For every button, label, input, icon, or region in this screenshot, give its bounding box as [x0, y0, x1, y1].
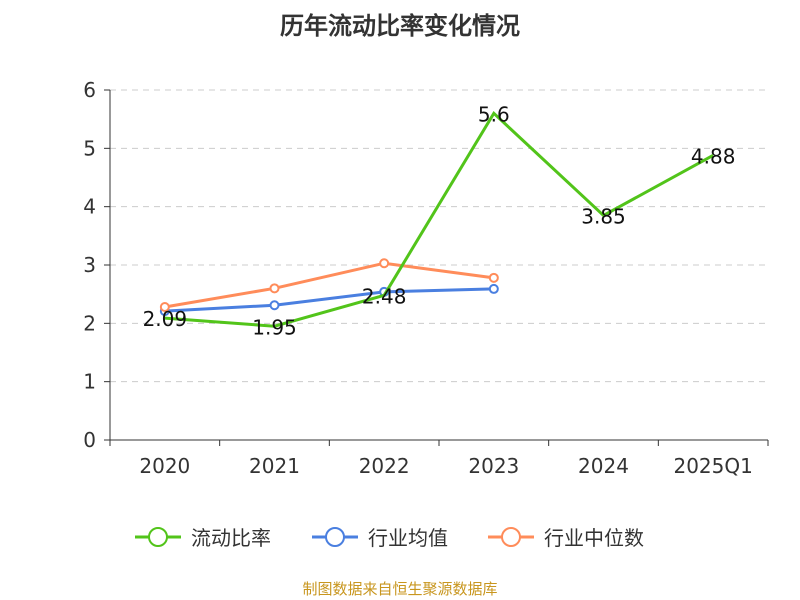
y-tick-label: 2: [83, 311, 96, 335]
series-line-2: [164, 261, 495, 309]
data-point: [488, 272, 499, 283]
chart-title: 历年流动比率变化情况: [280, 12, 520, 40]
x-tick-label: 2024: [578, 454, 629, 478]
data-label: 1.95: [252, 315, 297, 339]
data-label: 2.09: [143, 307, 188, 331]
y-tick-label: 3: [83, 253, 96, 277]
data-point: [379, 258, 390, 269]
data-label: 2.48: [362, 284, 407, 308]
y-tick-label: 5: [83, 136, 96, 160]
data-point: [269, 283, 280, 294]
legend-marker: [148, 527, 168, 547]
legend-marker: [501, 527, 521, 547]
legend-marker: [325, 527, 345, 547]
y-tick-label: 6: [83, 78, 96, 102]
data-point: [488, 283, 499, 294]
series-line-1: [164, 287, 494, 313]
series-line-0: [164, 110, 714, 328]
data-point: [159, 302, 170, 312]
data-point: [269, 300, 280, 311]
x-tick-label: 2020: [139, 454, 190, 478]
data-label: 4.88: [691, 144, 736, 168]
x-tick-label: 2023: [468, 454, 519, 478]
legend-label: 流动比率: [191, 526, 271, 550]
x-tick-label: 2022: [359, 454, 410, 478]
y-tick-label: 4: [83, 195, 96, 219]
x-tick-label: 2021: [249, 454, 300, 478]
data-label: 5.6: [478, 102, 510, 126]
y-tick-label: 1: [83, 370, 96, 394]
legend-label: 行业中位数: [544, 526, 644, 550]
y-tick-label: 0: [83, 428, 96, 452]
legend-label: 行业均值: [368, 526, 448, 550]
x-tick-label: 2025Q1: [673, 454, 752, 478]
source-note: 制图数据来自恒生聚源数据库: [302, 580, 498, 598]
data-label: 3.85: [581, 204, 626, 228]
